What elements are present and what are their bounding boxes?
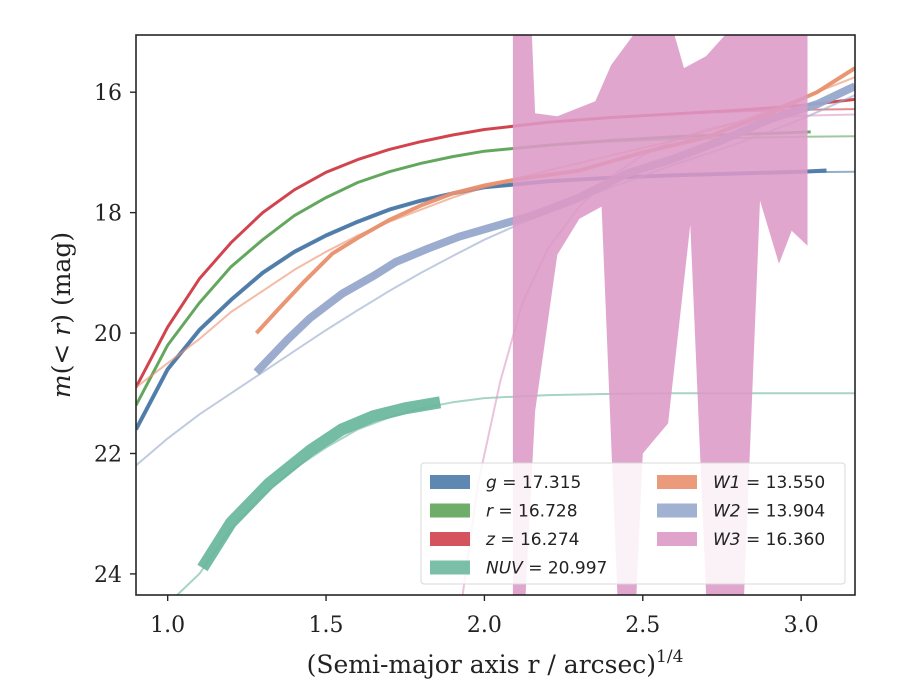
axis-ticks: 1.0 1.5 2.0 2.5 3.0 16 18 20 22 24 <box>94 81 819 638</box>
series-w3-model <box>461 113 855 595</box>
legend-entry-w3: W3 = 16.360 <box>657 530 825 550</box>
legend-label-nuv: NUV = 20.997 <box>486 559 607 579</box>
legend-swatch-w3 <box>657 532 697 546</box>
legend-swatch-w1 <box>657 475 697 489</box>
legend-label-w1: W1 = 13.550 <box>713 473 825 493</box>
legend-box <box>420 462 846 585</box>
y-tick-label: 20 <box>94 322 122 347</box>
legend-swatch-r <box>430 503 470 518</box>
legend-label-w2: W2 = 13.904 <box>713 502 825 522</box>
x-tick-label: 2.5 <box>625 613 660 638</box>
legend-entry-w1: W1 = 13.550 <box>657 473 825 493</box>
legend-swatch-nuv <box>430 560 470 575</box>
x-tick-label: 3.0 <box>784 613 819 638</box>
series-nuv-data <box>197 396 442 572</box>
x-tick-label: 1.0 <box>150 613 185 638</box>
legend-swatch-w2 <box>657 503 697 518</box>
legend-swatch-z <box>430 532 470 546</box>
legend-label-g: g = 17.315 <box>486 473 581 493</box>
legend-entry-nuv: NUV = 20.997 <box>430 559 607 579</box>
legend-entry-r: r = 16.728 <box>430 502 578 522</box>
legend: g = 17.315 r = 16.728 z = 16.274 NUV = 20.9… <box>420 462 846 585</box>
y-tick-label: 24 <box>94 563 122 588</box>
legend-label-r: r = 16.728 <box>486 502 578 522</box>
x-axis-label: (Semi-major axis r / arcsec)1/4 <box>307 647 684 679</box>
x-axis-label-exponent: 1/4 <box>656 647 683 667</box>
x-tick-label: 2.0 <box>467 613 502 638</box>
y-tick-label: 22 <box>94 442 122 467</box>
x-tick-label: 1.5 <box>309 613 344 638</box>
plot-frame <box>135 34 856 596</box>
series-layer <box>136 35 855 595</box>
legend-entry-z: z = 16.274 <box>430 530 579 550</box>
legend-entry-w2: W2 = 13.904 <box>657 502 825 522</box>
series-nuv-model <box>175 392 855 595</box>
legend-swatch-g <box>430 475 470 489</box>
y-tick-label: 18 <box>94 202 122 227</box>
legend-entry-g: g = 17.315 <box>430 473 581 493</box>
series-w3-uncertainty-band <box>512 35 808 595</box>
legend-label-z: z = 16.274 <box>485 530 579 550</box>
y-tick-label: 16 <box>94 81 122 106</box>
legend-entries: g = 17.315 r = 16.728 z = 16.274 NUV = 20.9… <box>430 473 825 579</box>
y-axis-label: mm((< r) (mag) <box>47 232 76 398</box>
legend-label-w3: W3 = 16.360 <box>713 530 825 550</box>
